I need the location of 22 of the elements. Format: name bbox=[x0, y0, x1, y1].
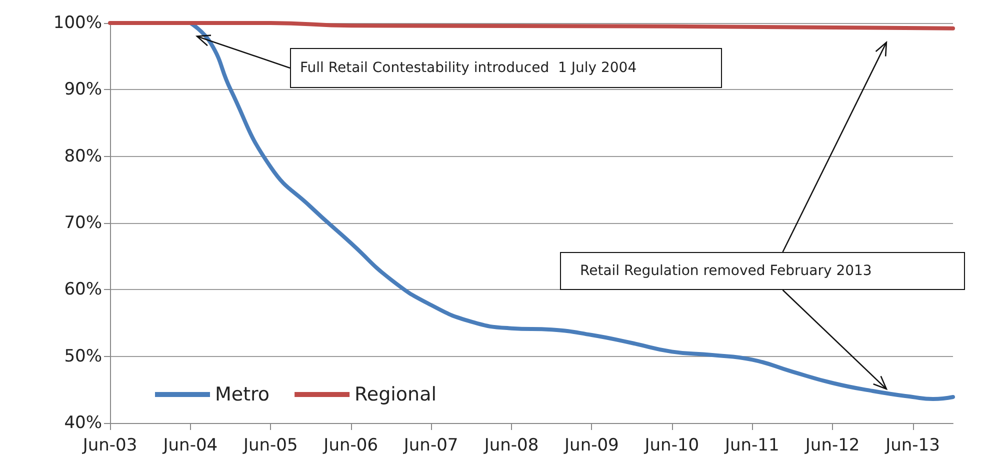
legend-label: Regional bbox=[354, 384, 437, 406]
x-tick-label: Jun-06 bbox=[322, 436, 378, 456]
annotation: Full Retail Contestability introduced 1 July 2004 bbox=[300, 60, 637, 76]
x-tick-label: Jun-07 bbox=[402, 436, 458, 456]
y-tick-label: 50% bbox=[64, 346, 102, 366]
x-tick-label: Jun-13 bbox=[884, 436, 940, 456]
x-tick-label: Jun-08 bbox=[483, 436, 539, 456]
x-tick-label: Jun-09 bbox=[564, 436, 619, 456]
y-tick-label: 60% bbox=[64, 280, 102, 300]
y-tick-label: 40% bbox=[64, 413, 102, 433]
x-tick-label: Jun-04 bbox=[162, 436, 218, 456]
x-tick-label: Jun-10 bbox=[644, 436, 700, 456]
legend-label: Metro bbox=[215, 384, 270, 406]
x-tick-label: Jun-05 bbox=[242, 436, 298, 456]
y-tick-label: 80% bbox=[64, 146, 102, 166]
y-tick-label: 70% bbox=[64, 213, 102, 233]
x-tick-label: Jun-11 bbox=[724, 436, 780, 456]
y-tick-label: 100% bbox=[53, 13, 102, 33]
annotation: Retail Regulation removed February 2013 bbox=[580, 263, 872, 279]
x-tick-label: Jun-03 bbox=[82, 436, 138, 456]
y-tick-label: 90% bbox=[64, 80, 102, 100]
x-tick-label: Jun-12 bbox=[804, 436, 860, 456]
